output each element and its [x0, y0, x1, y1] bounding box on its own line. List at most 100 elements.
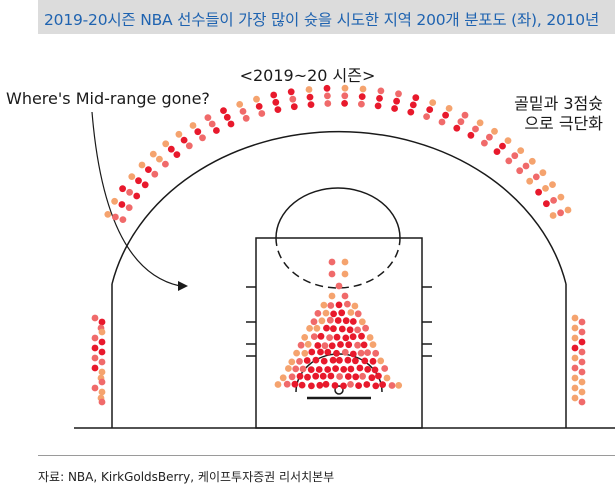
shot-dot: [372, 382, 380, 390]
shot-dot: [327, 302, 335, 309]
arrow-line: [91, 111, 181, 287]
shot-dot: [242, 114, 250, 122]
shot-dot: [516, 167, 524, 175]
shot-dot: [571, 324, 579, 332]
shot-dot: [304, 340, 312, 348]
shot-dot: [98, 338, 106, 346]
shot-dot: [338, 309, 346, 317]
season-label: <2019~20 시즌>: [239, 66, 376, 85]
shot-dot: [133, 192, 141, 200]
shot-dot: [505, 157, 513, 165]
shot-dot: [341, 292, 349, 300]
shot-dot: [442, 111, 449, 119]
shot-dot: [571, 394, 579, 402]
shot-dot: [391, 105, 398, 112]
shot-dot: [358, 318, 366, 326]
shot-dot: [467, 131, 475, 139]
shot-dot: [306, 325, 313, 332]
midrange-annotation: Where's Mid-range gone?: [6, 89, 210, 108]
shot-dot: [528, 157, 536, 165]
shot-dot: [381, 365, 389, 372]
shot-dot: [499, 142, 506, 150]
shot-dot: [578, 338, 586, 346]
shot-dot: [363, 381, 371, 388]
shot-dot: [317, 332, 325, 340]
header-title: 2019-20시즌 NBA 선수들이 가장 많이 슛을 시도한 지역 200개 …: [44, 11, 600, 29]
shot-dot: [341, 84, 349, 92]
shot-dot: [98, 368, 106, 376]
shot-dot: [511, 152, 519, 160]
shot-dot: [357, 349, 365, 357]
shot-dot: [324, 92, 331, 100]
source-note: 자료: NBA, KirkGoldsBerry, 케이프투자증권 리서치본부: [38, 470, 335, 484]
shot-dot: [98, 398, 106, 406]
shot-dot: [341, 100, 348, 107]
shot-dot: [98, 388, 106, 396]
shot-dot: [258, 110, 266, 117]
shot-dot: [453, 124, 461, 132]
shot-dot: [358, 332, 365, 340]
shot-dot: [297, 341, 305, 349]
shot-dot: [274, 106, 282, 113]
shot-dot: [283, 380, 291, 388]
shot-dot: [141, 181, 149, 189]
shot-dot: [213, 127, 220, 134]
shot-dot: [383, 374, 391, 382]
shot-dot: [308, 348, 316, 356]
shot-dot: [366, 334, 374, 341]
shot-dot: [481, 139, 488, 147]
shot-dot: [578, 358, 586, 366]
shot-dot: [296, 372, 304, 380]
shot-dot: [175, 130, 183, 138]
shot-dot: [305, 86, 313, 93]
shot-dot: [324, 100, 332, 107]
shot-dot: [571, 354, 579, 362]
shot-dot: [340, 382, 347, 390]
shot-dot: [374, 102, 382, 110]
shot-dot: [194, 128, 202, 136]
shot-dot: [379, 381, 386, 388]
shot-dot: [328, 292, 336, 300]
shot-dot: [341, 348, 349, 356]
shot-dot: [288, 373, 296, 381]
shot-dot: [347, 309, 355, 316]
shot-dot: [327, 372, 335, 380]
shot-dot: [377, 87, 385, 95]
shot-dot: [199, 134, 206, 142]
shot-dot: [118, 201, 126, 208]
shot-dot: [306, 93, 314, 101]
shot-dot: [333, 349, 340, 357]
shot-dot: [185, 142, 193, 150]
shot-dot: [162, 140, 170, 148]
shot-dot: [341, 92, 349, 100]
trend-annotation-line1: 골밑과 3점슛: [514, 94, 603, 113]
shot-dot: [578, 318, 586, 326]
shot-dot: [314, 310, 322, 317]
shot-dot: [91, 364, 99, 372]
shot-dot: [296, 358, 303, 365]
shot-dot: [341, 270, 349, 278]
free-throw-circle-top: [275, 187, 401, 239]
shot-dot: [375, 372, 382, 380]
shot-dot: [299, 365, 307, 373]
shot-dot: [303, 357, 311, 364]
shot-dot: [328, 342, 336, 350]
shot-dot: [331, 382, 339, 389]
shot-dot: [412, 94, 420, 102]
shot-dot: [341, 258, 349, 266]
shot-dot: [347, 365, 355, 373]
shot-dot: [320, 357, 328, 365]
shot-dot: [539, 169, 547, 177]
shot-dot: [345, 341, 353, 349]
shot-dot: [98, 358, 106, 366]
shot-dot: [126, 188, 133, 196]
shot-dot: [320, 301, 328, 309]
shot-dot: [326, 334, 333, 341]
shot-dot: [407, 108, 415, 116]
shot-dot: [301, 334, 309, 341]
shot-dot: [91, 344, 99, 352]
shot-dot: [476, 119, 484, 127]
shot-dot: [364, 366, 372, 373]
shot-dot: [308, 382, 315, 390]
